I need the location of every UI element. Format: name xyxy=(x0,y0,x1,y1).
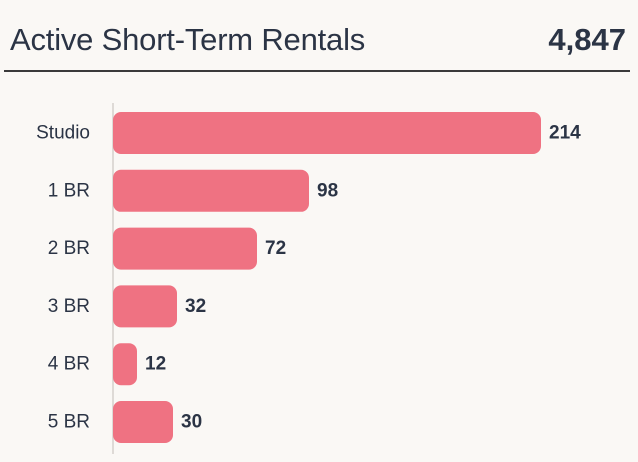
category-label: Studio xyxy=(36,123,90,144)
value-label: 98 xyxy=(317,180,338,201)
bar xyxy=(113,285,177,328)
category-label: 2 BR xyxy=(48,238,90,259)
bar xyxy=(113,343,137,386)
value-label: 72 xyxy=(265,238,286,259)
value-label: 12 xyxy=(145,354,166,375)
bar xyxy=(113,112,541,154)
bar xyxy=(113,227,257,270)
chart-title: Active Short-Term Rentals xyxy=(10,22,366,57)
bar xyxy=(113,169,309,212)
value-label: 214 xyxy=(549,123,581,144)
chart-header: Active Short-Term Rentals 4,847 xyxy=(4,0,630,72)
category-label: 5 BR xyxy=(48,412,90,433)
category-label: 1 BR xyxy=(48,180,90,201)
category-label: 3 BR xyxy=(48,296,90,317)
total-count: 4,847 xyxy=(548,22,626,57)
category-label: 4 BR xyxy=(48,354,90,375)
value-label: 32 xyxy=(185,296,206,317)
bars-group: Studio 214 1 BR 98 2 BR 72 3 BR 32 4 BR 12 5 BR 30 xyxy=(36,112,581,443)
value-label: 30 xyxy=(181,412,202,433)
bar xyxy=(113,401,173,443)
